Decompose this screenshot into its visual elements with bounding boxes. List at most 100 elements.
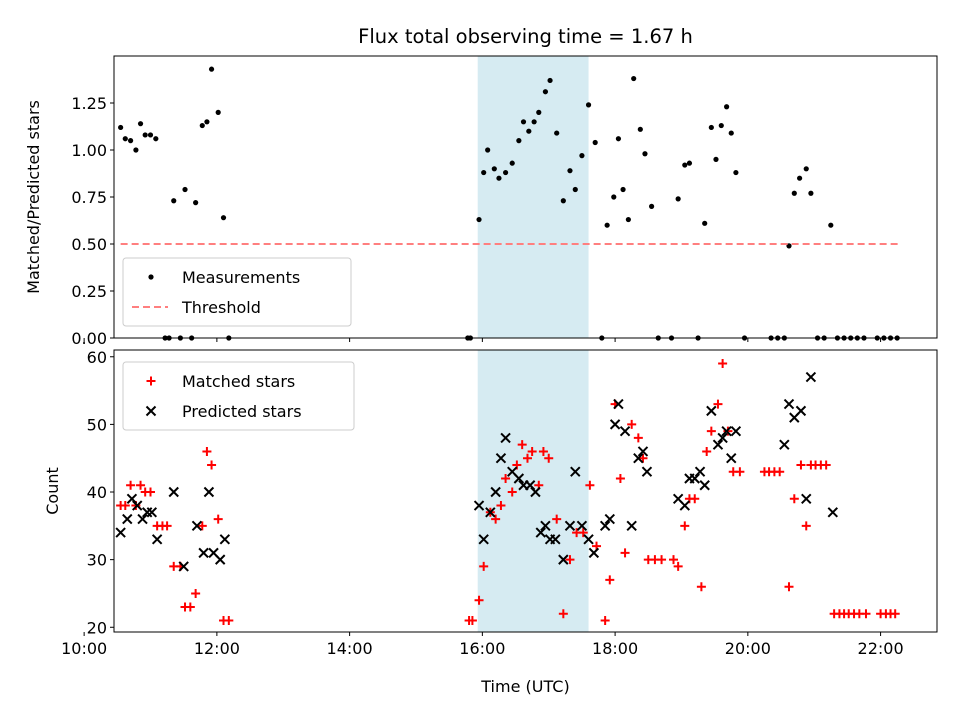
data-point [224,616,234,626]
data-point [126,480,136,490]
data-point [542,89,549,95]
data-point [673,561,683,571]
highlight-span [477,56,589,338]
data-point [585,102,592,108]
data-point [775,467,785,477]
data-point [485,507,496,518]
series-1 [116,359,900,626]
data-point [783,398,795,410]
data-point [490,486,501,498]
data-point [890,609,900,619]
data-point [702,446,712,456]
data-point [197,521,207,531]
data-point [531,119,537,125]
data-point [496,501,506,511]
data-point [220,215,227,221]
data-point [791,190,797,196]
data-point [801,521,811,531]
data-point [641,466,653,477]
y-tick-label: 30 [87,551,107,570]
legend: Measurements Threshold [122,257,352,327]
data-point [153,136,159,142]
data-point [151,534,163,545]
data-point [679,500,690,511]
data-point [481,169,487,176]
data-point [702,220,708,226]
data-point [479,561,489,571]
data-point [558,554,569,565]
y-axis-label: Matched/Predicted stars [24,100,43,294]
data-point [718,122,724,129]
data-point [728,130,734,136]
data-point [558,609,568,619]
legend-label: Threshold [181,298,261,317]
data-point [516,138,522,144]
data-point [495,452,507,464]
data-point [604,222,610,228]
x-tick-label: 20:00 [725,639,771,658]
data-point [637,446,649,457]
data-point [185,602,195,612]
y-tick-label: 50 [87,415,107,434]
data-point [713,156,719,162]
data-point [724,104,730,110]
data-point [795,405,807,417]
data-point [579,153,585,159]
data-point [721,425,732,437]
data-point [735,467,745,477]
data-point [137,513,148,525]
legend-marker-swatch [148,274,154,280]
data-point [476,216,482,223]
data-point [619,425,631,437]
data-point [633,433,643,443]
data-point [690,494,700,504]
data-point [198,547,209,559]
data-point [146,507,158,518]
x-tick-label: 18:00 [592,639,638,658]
data-point [513,473,525,484]
y-axis-label: Count [43,467,62,515]
legend-label: Measurements [182,268,300,287]
legend-frame [122,257,352,327]
data-point [604,513,615,525]
data-point [779,439,790,450]
data-point [625,216,631,223]
data-point [564,520,576,532]
y-tick-label: 0.50 [71,235,107,254]
legend-marker-swatch [145,405,157,417]
data-point [133,147,139,153]
data-point [122,513,133,525]
data-point [708,124,714,131]
y-tick-label: 0.00 [71,329,107,348]
data-point [718,359,728,369]
data-point [142,132,148,138]
data-point [567,168,573,174]
x-axis-label: Time (UTC) [480,677,569,696]
data-point [796,460,806,470]
data-point [657,555,667,565]
data-point [588,547,600,559]
data-point [120,501,130,511]
data-point [502,169,509,176]
data-point [538,446,548,456]
data-point [786,243,792,249]
data-point [699,480,710,491]
legend-marker-swatch [146,376,156,386]
data-point [207,460,217,470]
data-point [501,473,511,483]
data-point [473,500,485,511]
data-point [637,126,643,132]
data-point [712,439,724,450]
data-point [609,419,621,430]
data-point [215,109,221,115]
data-point [214,554,226,565]
data-point [827,507,839,518]
y-tick-label: 0.75 [71,188,107,207]
data-point [126,493,138,504]
data-point [147,132,154,138]
data-point [552,514,562,524]
y-tick-label: 1.25 [71,94,107,113]
data-point [146,487,156,497]
data-point [500,432,511,444]
